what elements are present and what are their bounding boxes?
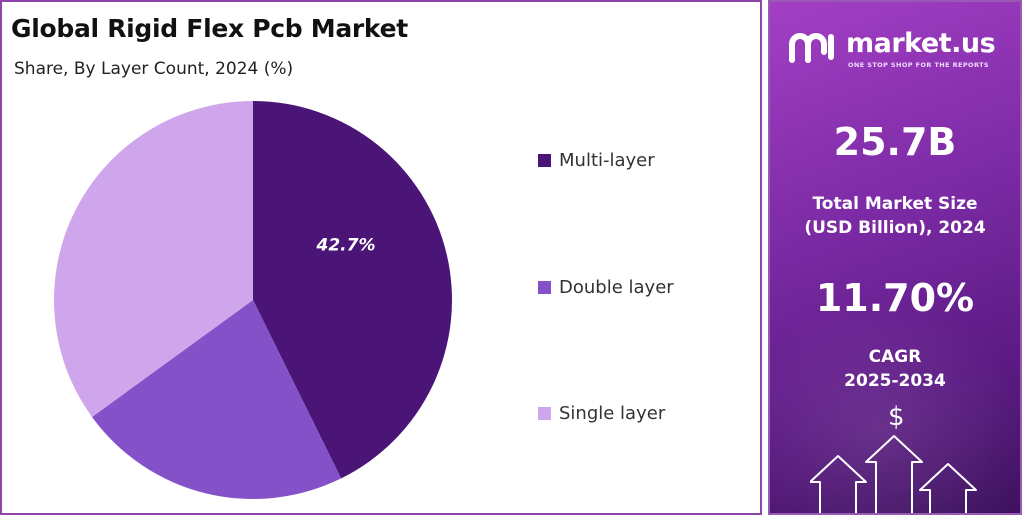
chart-panel: Global Rigid Flex Pcb Market Share, By L… <box>0 0 762 515</box>
pie-slices <box>54 101 452 499</box>
chart-title: Global Rigid Flex Pcb Market <box>11 14 408 43</box>
cagr-value: 11.70% <box>815 276 975 320</box>
slice-label-multi-layer: 42.7% <box>316 235 376 255</box>
legend-item-single-layer: Single layer <box>538 403 665 424</box>
logo-icon <box>789 33 834 63</box>
market-size-label-line1: Total Market Size <box>812 194 978 214</box>
dollar-icon: $ <box>888 402 905 432</box>
growth-arrows-icon <box>810 435 977 513</box>
legend-swatch-multi-layer <box>538 154 551 167</box>
brand-tagline: ONE STOP SHOP FOR THE REPORTS <box>848 61 989 69</box>
cagr-label: CAGR <box>868 347 922 367</box>
legend-item-multi-layer: Multi-layer <box>538 150 655 171</box>
market-size-value: 25.7B <box>833 120 957 164</box>
pie-slice-multi-layer <box>253 101 452 479</box>
cagr-period: 2025-2034 <box>844 371 946 391</box>
legend-swatch-single-layer <box>538 407 551 420</box>
legend-swatch-double-layer <box>538 281 551 294</box>
legend-label-multi-layer: Multi-layer <box>559 150 655 171</box>
legend-label-double-layer: Double layer <box>559 277 674 298</box>
pie-slice-double-layer <box>92 300 342 499</box>
pie-slice-single-layer <box>54 101 253 417</box>
legend-item-double-layer: Double layer <box>538 277 674 298</box>
pie-chart: 42.7% <box>54 101 452 499</box>
pie-slice-labels: 42.7% <box>316 235 376 255</box>
chart-subtitle: Share, By Layer Count, 2024 (%) <box>14 59 294 79</box>
brand-name: market.us <box>846 28 996 59</box>
summary-panel: market.us ONE STOP SHOP FOR THE REPORTS … <box>768 0 1022 515</box>
legend-label-single-layer: Single layer <box>559 403 666 424</box>
market-size-label-line2: (USD Billion), 2024 <box>804 218 986 238</box>
brand-logo[interactable]: market.us ONE STOP SHOP FOR THE REPORTS <box>788 28 1018 74</box>
